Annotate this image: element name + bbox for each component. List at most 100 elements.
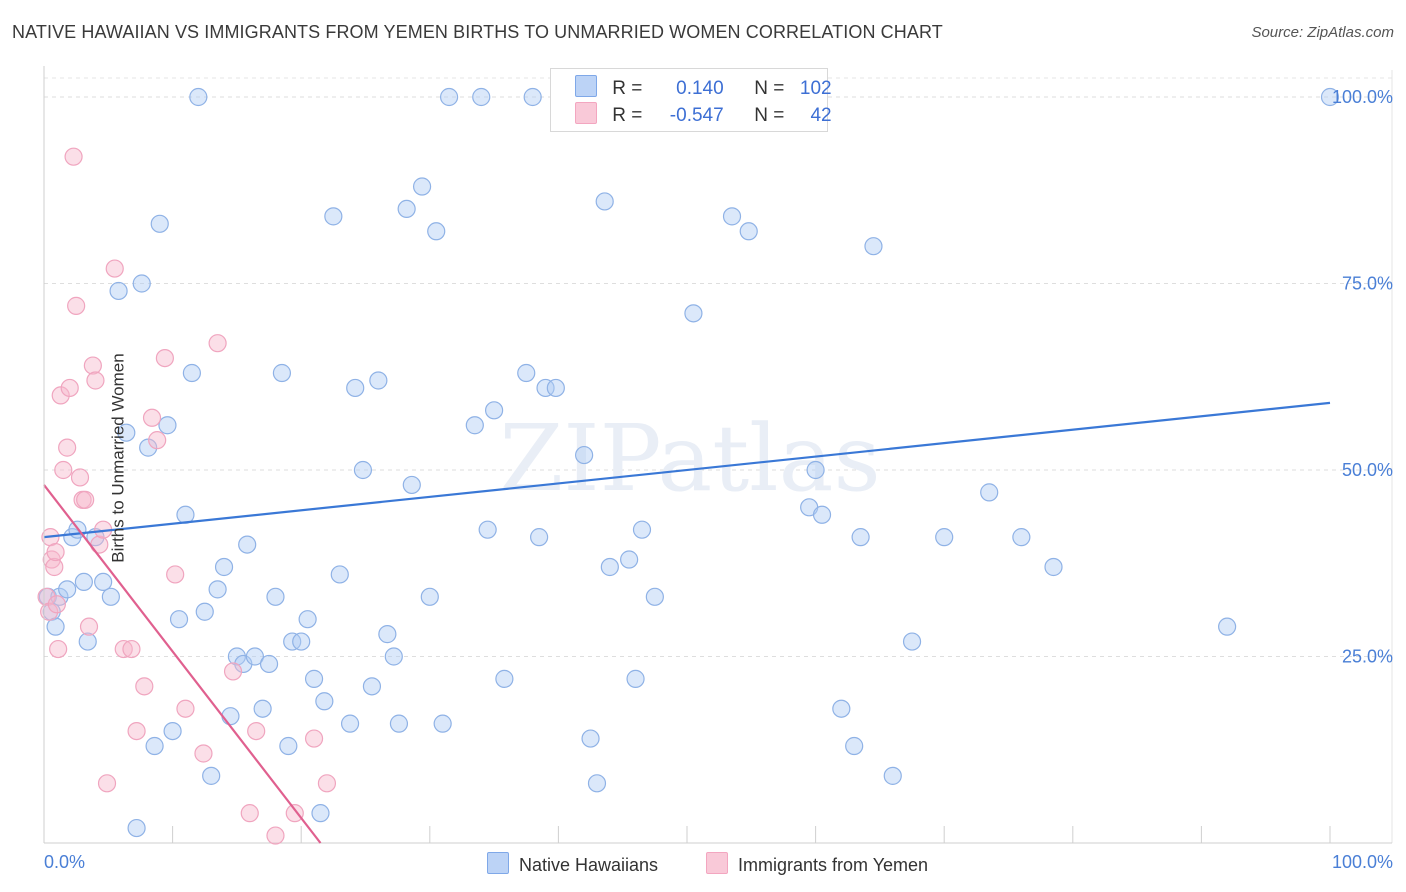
- yemen-point: [148, 431, 167, 450]
- native-hawaiians-point: [587, 774, 607, 793]
- native-hawaiians-point: [109, 281, 128, 301]
- yemen-trend-line: [43, 484, 322, 844]
- native-hawaiians-point: [378, 625, 397, 644]
- yemen-point: [176, 699, 195, 718]
- native-hawaiians-point: [384, 647, 403, 666]
- watermark-zip: ZIPatlas: [499, 405, 880, 512]
- native-hawaiians-trend-line: [43, 401, 1331, 539]
- native-hawaiians-point: [145, 736, 164, 756]
- native-hawaiians-point: [397, 199, 416, 218]
- native-hawaiians-point: [1218, 617, 1237, 636]
- native-hawaiians-point: [645, 587, 664, 606]
- native-hawaiians-point: [412, 177, 432, 196]
- yemen-point: [45, 557, 64, 577]
- yemen-point: [46, 542, 65, 562]
- native-hawaiians-point: [851, 528, 870, 547]
- y-tick-label: 100.0%: [1332, 87, 1393, 107]
- native-hawaiians-point: [536, 378, 555, 398]
- yemen-point: [79, 617, 99, 636]
- yemen-point: [83, 356, 102, 375]
- r-label: R =: [612, 78, 643, 99]
- x-tick-label-min: 0.0%: [44, 852, 86, 872]
- native-hawaiians-point: [94, 572, 113, 592]
- yemen-point: [47, 595, 66, 614]
- r-value-yemen: -0.547: [669, 105, 724, 126]
- native-hawaiians-point: [238, 535, 257, 554]
- native-hawaiians-point: [632, 520, 652, 539]
- yemen-point: [70, 468, 90, 487]
- native-hawaiians-point: [279, 736, 298, 756]
- yemen-point: [247, 721, 266, 741]
- series-legend: Native Hawaiians Immigrants from Yemen: [0, 852, 1406, 876]
- native-hawaiians-point: [163, 721, 182, 741]
- yemen-point: [166, 565, 185, 584]
- native-hawaiians-point: [980, 483, 999, 502]
- native-hawaiians-point: [330, 565, 349, 584]
- native-hawaiians-point: [478, 520, 497, 539]
- native-hawaiians-points: [38, 87, 1340, 838]
- yemen-point: [37, 587, 56, 606]
- native-hawaiians-point: [883, 766, 902, 785]
- y-tick-label: 75.0%: [1342, 274, 1393, 294]
- yemen-point: [127, 721, 146, 741]
- y-tick-label: 50.0%: [1342, 460, 1393, 480]
- r-label: R =: [612, 105, 643, 126]
- native-hawaiians-point: [117, 423, 136, 442]
- native-hawaiians-point: [1044, 557, 1063, 577]
- native-hawaiians-point: [182, 363, 201, 383]
- yemen-point: [135, 677, 154, 696]
- native-hawaiians-point: [806, 460, 825, 480]
- native-hawaiians-point: [600, 557, 619, 577]
- yemen-point: [40, 602, 59, 621]
- native-hawaiians-point: [832, 699, 851, 718]
- yemen-point: [266, 826, 285, 845]
- native-hawaiians-point: [266, 587, 285, 606]
- yemen-point: [97, 774, 117, 793]
- stats-row-yemen: R = -0.547 N = 42: [575, 102, 832, 126]
- native-hawaiians-point: [902, 632, 922, 651]
- native-hawaiians-point: [517, 363, 536, 383]
- stats-legend: R = 0.140 N = 102 R = -0.547 N = 42: [550, 68, 832, 132]
- native-hawaiians-swatch: [575, 75, 597, 97]
- native-hawaiians-point: [189, 87, 208, 107]
- native-hawaiians-point: [340, 714, 360, 733]
- yemen-point: [194, 744, 213, 763]
- native-hawaiians-point: [523, 87, 542, 107]
- native-hawaiians-point: [812, 505, 832, 524]
- yemen-point: [142, 408, 162, 427]
- native-hawaiians-point: [495, 669, 514, 688]
- native-hawaiians-point: [427, 222, 446, 241]
- native-hawaiians-point: [546, 378, 565, 398]
- x-tick-label-max: 100.0%: [1331, 852, 1393, 872]
- n-label: N =: [754, 105, 785, 126]
- native-hawaiians-point: [150, 214, 169, 233]
- native-hawaiians-point: [58, 580, 77, 599]
- y-tick-labels: 100.0% 75.0% 50.0% 25.0%: [1332, 87, 1393, 667]
- yemen-point: [67, 296, 86, 315]
- yemen-point: [122, 639, 141, 659]
- native-hawaiians-point: [311, 804, 330, 823]
- native-hawaiians-point: [465, 416, 484, 435]
- n-value-yemen: 42: [810, 105, 832, 126]
- native-hawaiians-point: [362, 677, 382, 696]
- yemen-point: [76, 490, 95, 509]
- legend-label-yemen: Immigrants from Yemen: [738, 855, 929, 875]
- native-hawaiians-point: [739, 222, 758, 241]
- native-hawaiians-point: [626, 669, 645, 688]
- yemen-point: [114, 639, 133, 659]
- yemen-point: [317, 774, 337, 793]
- native-hawaiians-point: [346, 378, 365, 398]
- yemen-point: [105, 259, 124, 278]
- yemen-point: [240, 804, 259, 823]
- yemen-point: [155, 349, 174, 368]
- native-hawaiians-point: [50, 587, 69, 606]
- native-hawaiians-point: [864, 237, 883, 256]
- native-hawaiians-point: [485, 401, 504, 420]
- native-hawaiians-point: [935, 528, 954, 547]
- yemen-point: [223, 662, 243, 681]
- yemen-point: [58, 438, 77, 457]
- native-hawaiians-point: [74, 572, 93, 592]
- native-hawaiians-point: [127, 818, 146, 838]
- n-label: N =: [754, 78, 785, 99]
- x-tick-marks: [43, 826, 1392, 844]
